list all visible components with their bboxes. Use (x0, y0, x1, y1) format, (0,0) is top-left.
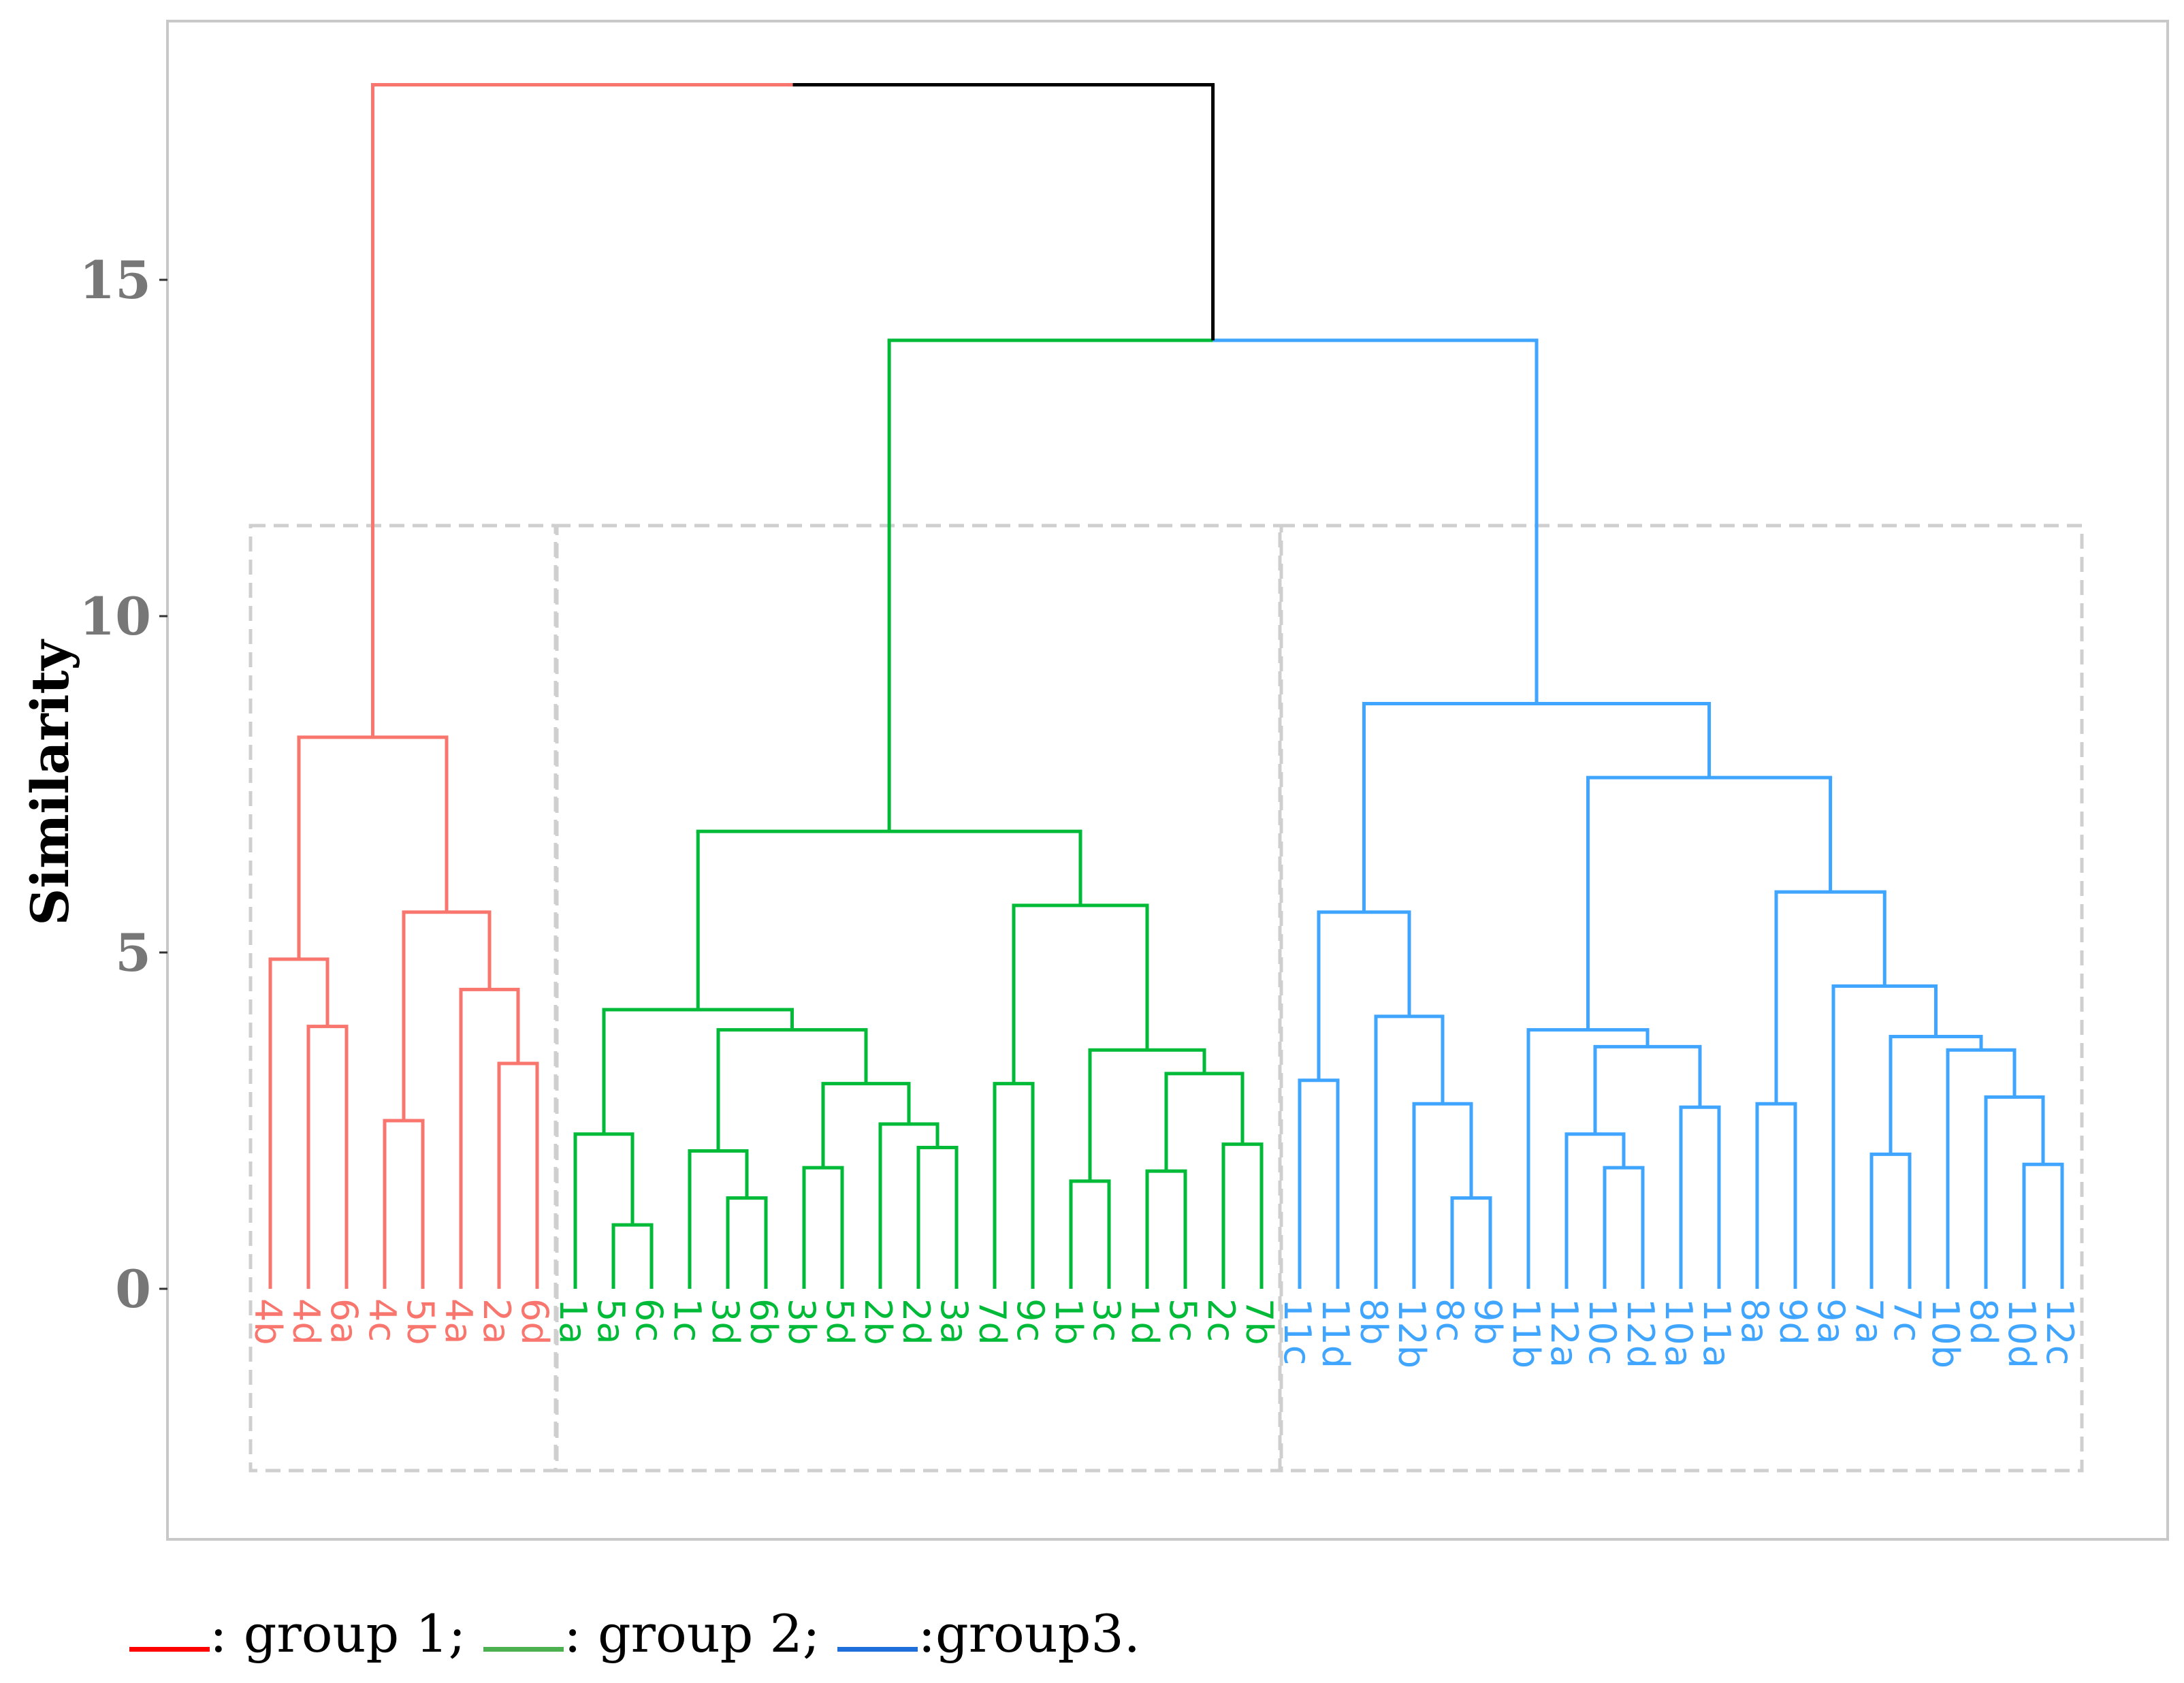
legend-swatch-group3 (837, 1647, 918, 1652)
leaf-label: 8a (1733, 1298, 1776, 1344)
leaf-label: 9d (1771, 1298, 1814, 1345)
leaf-label: 2a (475, 1298, 518, 1344)
legend-swatch-group1 (129, 1647, 210, 1652)
leaf-label: 6c (628, 1298, 671, 1342)
leaf-label: 9c (1009, 1298, 1052, 1342)
plot-panel-border (166, 20, 2169, 1541)
leaf-label: 11b (1505, 1298, 1547, 1368)
leaf-label: 10d (2000, 1298, 2043, 1368)
leaf-label: 2c (1200, 1298, 1242, 1342)
leaf-label: 5b (399, 1298, 442, 1345)
leaf-label: 10c (1581, 1298, 1624, 1365)
leaf-label: 1b (1047, 1298, 1090, 1345)
cluster-box-group1 (248, 524, 559, 1473)
leaf-label: 2b (856, 1298, 899, 1345)
leaf-label: 7a (1848, 1298, 1891, 1344)
leaf-label: 9b (1466, 1298, 1509, 1345)
y-axis: 0 5 10 15 (79, 250, 167, 1319)
cluster-boxes (248, 524, 2084, 1473)
leaf-label: 7c (1886, 1298, 1929, 1342)
leaf-label: 5d (818, 1298, 861, 1345)
leaf-label: 3a (933, 1298, 976, 1344)
leaf-label: 6d (513, 1298, 556, 1345)
leaf-label: 9a (1810, 1298, 1852, 1344)
legend-swatch-group2 (483, 1647, 564, 1652)
y-tick-label: 5 (115, 923, 151, 983)
leaf-label: 6a (323, 1298, 366, 1344)
leaf-label: 12a (1543, 1298, 1586, 1368)
leaf-label: 10a (1657, 1298, 1700, 1368)
leaf-label: 4d (285, 1298, 327, 1345)
y-tick-label: 15 (79, 250, 151, 310)
leaf-label: 7b (1238, 1298, 1281, 1345)
leaf-label: 2d (895, 1298, 937, 1345)
legend-label-group3: :group3. (918, 1603, 1140, 1664)
leaf-label: 6b (742, 1298, 785, 1345)
leaf-label: 8b (1352, 1298, 1395, 1345)
leaf-label: 7d (971, 1298, 1014, 1345)
leaf-label: 12d (1619, 1298, 1662, 1368)
legend-item-group1: : group 1; (129, 1603, 466, 1664)
dendrogram-links (268, 82, 2064, 1289)
leaf-labels: 4b4d6a4c5b4a2a6d1a5a6c1c3d6b3b5d2b2d3a7d… (246, 1298, 2081, 1368)
leaf-label: 4c (361, 1298, 404, 1342)
leaf-label: 4b (246, 1298, 289, 1345)
leaf-label: 8c (1428, 1298, 1471, 1342)
leaf-label: 11c (1276, 1298, 1319, 1365)
leaf-label: 3d (704, 1298, 747, 1345)
legend-item-group3: :group3. (837, 1603, 1140, 1664)
leaf-label: 4a (437, 1298, 480, 1344)
y-tick-label: 10 (79, 586, 151, 647)
leaf-label: 10b (1924, 1298, 1967, 1368)
leaf-label: 11d (1314, 1298, 1357, 1368)
leaf-label: 12c (2038, 1298, 2081, 1365)
leaf-label: 5c (1161, 1298, 1204, 1342)
leaf-label: 1d (1123, 1298, 1166, 1345)
leaf-label: 11a (1695, 1298, 1738, 1368)
legend: : group 1; : group 2; :group3. (129, 1603, 1140, 1664)
cluster-box-group3 (1278, 524, 2084, 1473)
leaf-label: 5a (590, 1298, 632, 1344)
leaf-label: 12b (1390, 1298, 1433, 1368)
leaf-label: 3b (780, 1298, 823, 1345)
y-axis-title: Similarity (20, 639, 80, 925)
legend-label-group2: : group 2; (564, 1603, 820, 1664)
leaf-label: 3c (1085, 1298, 1128, 1342)
leaf-label: 1c (666, 1298, 709, 1342)
leaf-label: 8d (1962, 1298, 2005, 1345)
leaf-label: 1a (551, 1298, 594, 1344)
y-tick-label: 0 (115, 1259, 151, 1319)
legend-label-group1: : group 1; (210, 1603, 466, 1664)
legend-item-group2: : group 2; (483, 1603, 820, 1664)
